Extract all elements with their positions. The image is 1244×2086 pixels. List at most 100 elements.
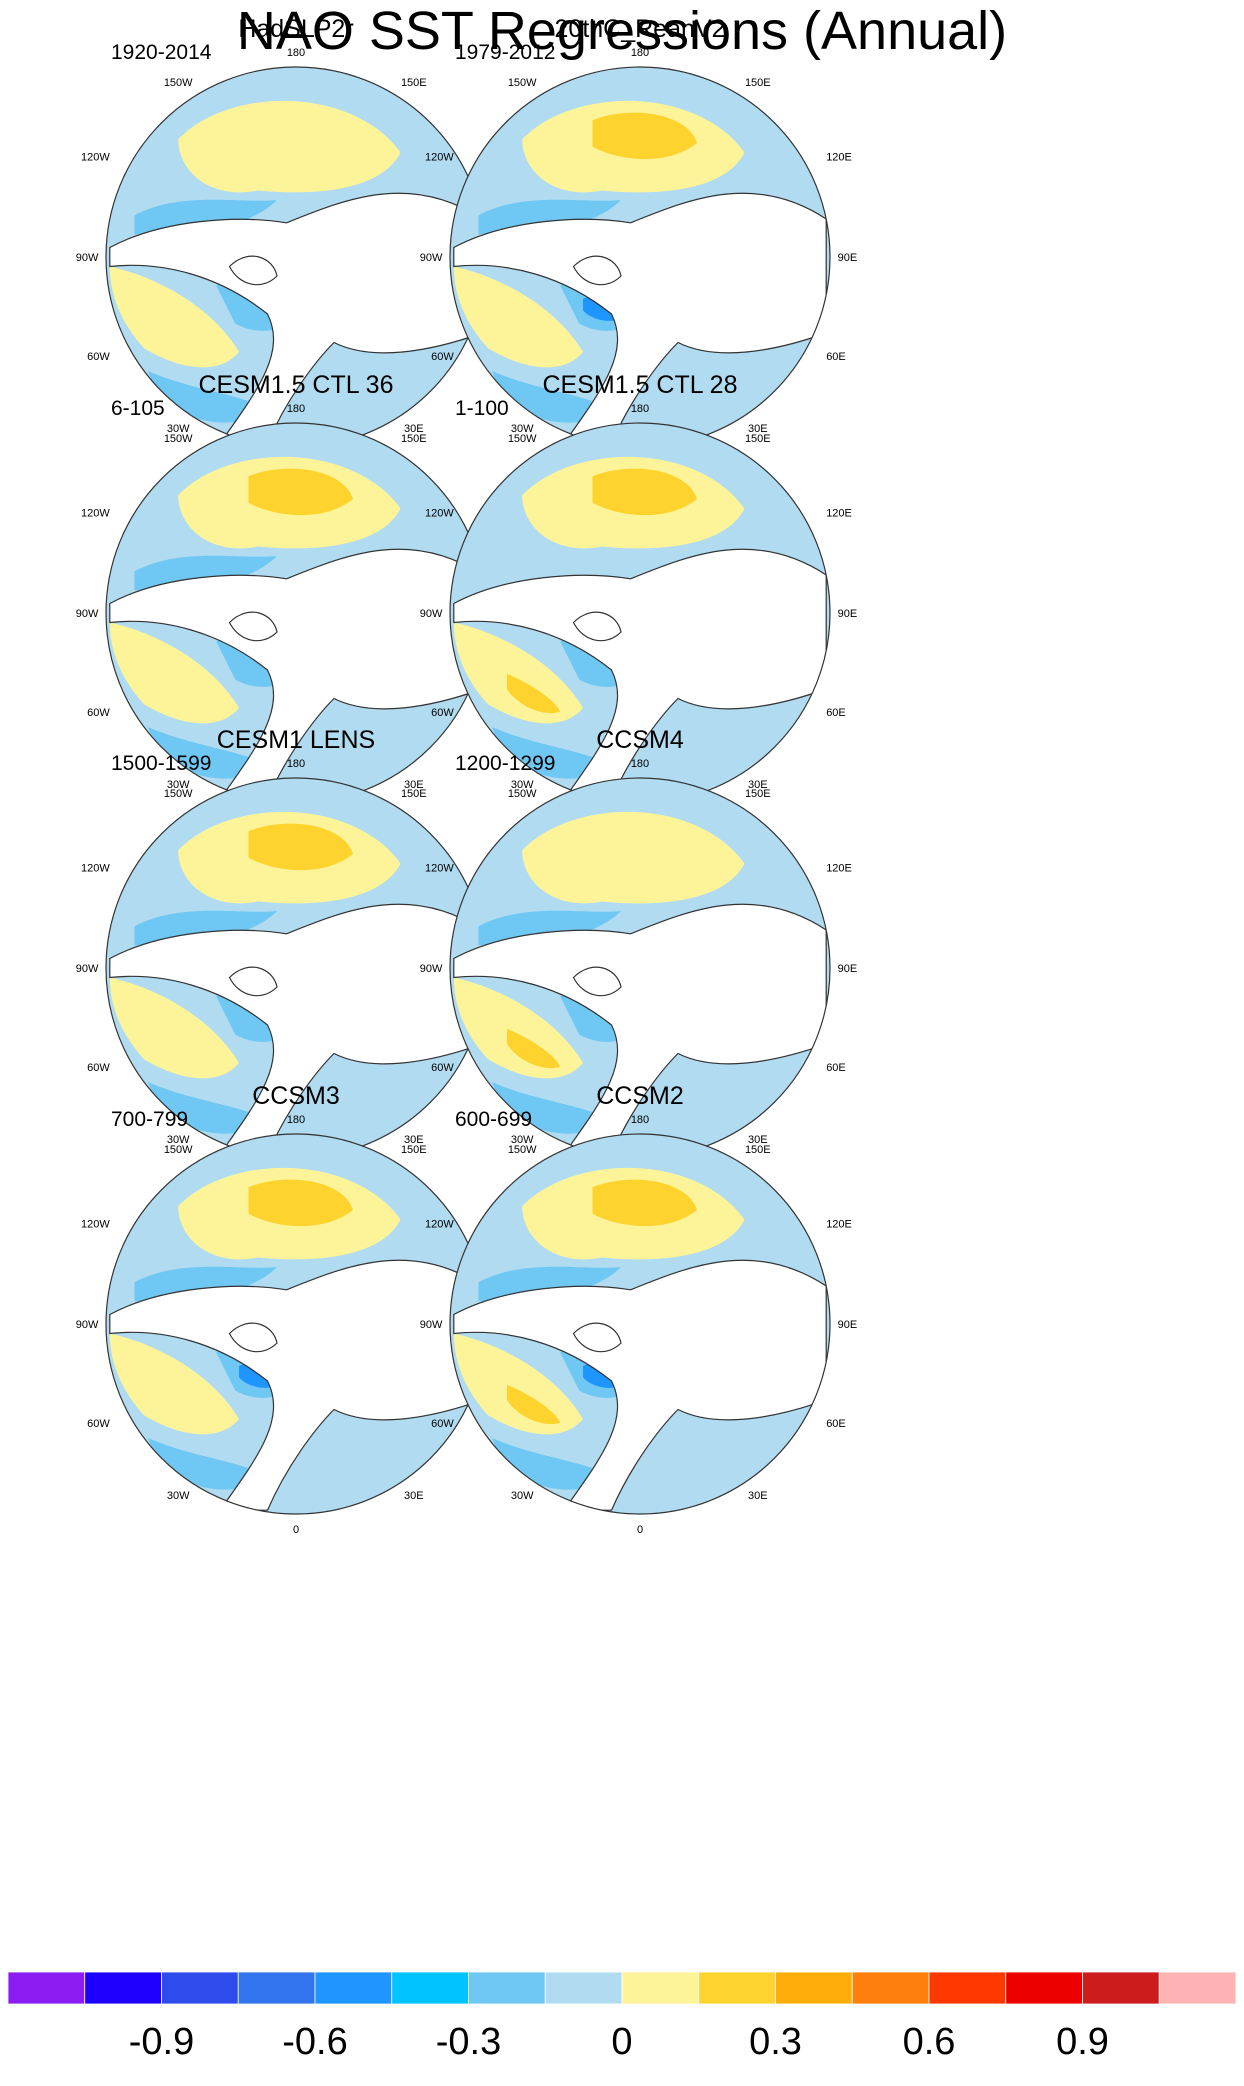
longitude-label: 150W [164, 77, 193, 89]
longitude-label: 60W [87, 1062, 110, 1074]
colorbar-swatch [161, 1971, 239, 2005]
longitude-label: 30W [167, 1134, 190, 1146]
colorbar-swatch [7, 1971, 86, 2005]
sst-anomaly-pos-atlantic-southwest [453, 266, 583, 368]
sst-anomaly-neg-pacific-north [134, 555, 277, 591]
longitude-label: 180 [287, 47, 305, 59]
longitude-label: 120W [81, 862, 110, 874]
land-mask [572, 1322, 622, 1353]
colorbar-tick-label: 0.9 [1056, 2021, 1109, 2063]
colorbar-swatch [851, 1971, 930, 2005]
panel-title: CESM1.5 CTL 28 [543, 371, 738, 399]
longitude-label: 90W [420, 608, 443, 620]
longitude-label: 150W [164, 433, 193, 445]
land-mask [228, 255, 278, 286]
panel-period: 1500-1599 [111, 752, 211, 775]
sst-anomaly-pos-atlantic-southwest [453, 622, 583, 724]
longitude-label: 120W [425, 507, 454, 519]
longitude-label: 150E [745, 1144, 771, 1156]
colorbar-swatch [698, 1971, 776, 2005]
longitude-label: 120E [826, 862, 852, 874]
map-field [450, 67, 830, 447]
panel-title: CESM1.5 CTL 36 [199, 371, 394, 399]
longitude-label: 90W [76, 1319, 99, 1331]
longitude-label: 60W [431, 707, 454, 719]
sst-anomaly-neg-pacific-north [134, 910, 277, 946]
longitude-label: 30W [167, 779, 190, 791]
longitude-label: 180 [631, 1114, 649, 1126]
map-field [106, 67, 486, 447]
sst-anomaly-pos-pacific-core [248, 468, 353, 516]
longitude-label: 30W [511, 423, 534, 435]
colorbar-swatch [544, 1971, 623, 2005]
longitude-label: 150E [745, 788, 771, 800]
land-mask [453, 1259, 827, 1511]
longitude-label: 30E [404, 423, 424, 435]
colorbar-swatch [468, 1971, 546, 2005]
longitude-label: 90E [838, 963, 858, 975]
panel-period: 1200-1299 [455, 752, 555, 775]
longitude-label: 90E [838, 608, 858, 620]
longitude-label: 30W [511, 779, 534, 791]
longitude-label: 30E [748, 1490, 768, 1502]
sst-anomaly-pos-atlantic-core [507, 673, 561, 714]
map-field [450, 778, 830, 1158]
sst-anomaly-pos-atlantic-southwest [109, 1333, 240, 1435]
panel-period: 600-699 [455, 1108, 532, 1131]
land-mask [109, 548, 483, 800]
land-mask [228, 611, 278, 642]
sst-anomaly-pos-atlantic-core [507, 1384, 561, 1425]
land-mask [572, 611, 622, 642]
panel-title: 20thC_ReanV2 [555, 15, 726, 43]
sst-anomaly-pos-pacific-core [248, 1179, 353, 1227]
longitude-label: 150E [401, 77, 427, 89]
map-panel: CESM1.5 CTL 281-100180150E120E90E60E30E0… [420, 371, 857, 825]
panel-title: CCSM2 [596, 1082, 684, 1110]
longitude-label: 90W [420, 252, 443, 264]
sst-anomaly-pos-pacific [178, 100, 401, 193]
sst-anomaly-pos-atlantic-southwest [453, 1333, 583, 1435]
longitude-label: 120W [81, 151, 110, 163]
longitude-label: 90E [838, 1319, 858, 1331]
land-mask [228, 966, 278, 997]
panel-period: 1979-2012 [455, 41, 555, 64]
longitude-label: 60W [431, 1418, 454, 1430]
colorbar-swatch [391, 1971, 469, 2005]
longitude-label: 150W [508, 1144, 537, 1156]
longitude-label: 150E [745, 77, 771, 89]
longitude-label: 150W [508, 77, 537, 89]
longitude-label: 90W [76, 608, 99, 620]
longitude-label: 30W [511, 1490, 534, 1502]
sst-anomaly-neg-pacific-north [478, 199, 621, 235]
sst-anomaly-pos-atlantic-core [507, 1028, 561, 1069]
longitude-label: 120W [425, 151, 454, 163]
longitude-label: 150W [164, 1144, 193, 1156]
sst-anomaly-pos-pacific-core [592, 1179, 697, 1227]
panel-title: CCSM4 [596, 726, 684, 754]
longitude-label: 90W [420, 963, 443, 975]
longitude-label: 150E [401, 433, 427, 445]
colorbar-swatch [775, 1971, 853, 2005]
colorbar-tick-label: -0.6 [282, 2021, 347, 2063]
map-border [449, 1133, 831, 1515]
sst-anomaly-neg-pacific-north [478, 1266, 621, 1302]
map-field [450, 1134, 830, 1514]
longitude-label: 60E [826, 1062, 846, 1074]
sst-anomaly-pos-atlantic-southwest [109, 266, 240, 368]
longitude-label: 180 [287, 758, 305, 770]
longitude-label: 150W [508, 433, 537, 445]
longitude-label: 120E [826, 507, 852, 519]
panel-period: 1-100 [455, 397, 509, 420]
sst-anomaly-pos-pacific-core [592, 112, 697, 160]
colorbar-tick-label: 0.6 [903, 2021, 956, 2063]
longitude-label: 180 [287, 403, 305, 415]
figure-title: NAO SST Regressions (Annual) [236, 1, 1008, 61]
longitude-label: 30W [167, 1490, 190, 1502]
longitude-label: 120W [425, 862, 454, 874]
colorbar: -0.9 -0.6 -0.3 0 0.3 0.6 0.9 [7, 1971, 1237, 2063]
colorbar-swatch [1082, 1971, 1160, 2005]
sst-anomaly-pos-atlantic-southwest [109, 977, 240, 1079]
longitude-label: 60W [87, 1418, 110, 1430]
sst-anomaly-neg-pacific-north [478, 910, 621, 946]
